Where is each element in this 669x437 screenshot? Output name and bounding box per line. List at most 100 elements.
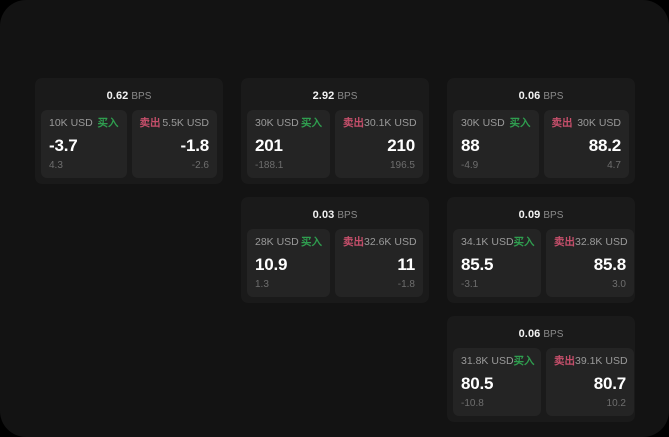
- bps-unit-label: BPS: [337, 91, 358, 102]
- quote-card[interactable]: 0.06 BPS 31.8K USD 买入 80.5 -10.8 卖出 39.1K USD 80…: [447, 316, 635, 422]
- sell-side-label: 卖出: [554, 235, 575, 248]
- buy-price: 10.9: [255, 254, 288, 274]
- bps-unit-label: BPS: [337, 210, 358, 221]
- quote-card[interactable]: 0.62 BPS 10K USD 买入 -3.7 4.3 卖出 5.5K USD -1.8 -2.…: [35, 78, 223, 184]
- sell-panel-header: 卖出 32.6K USD: [343, 235, 417, 248]
- bps-unit-label: BPS: [543, 210, 564, 221]
- buy-delta: 1.3: [255, 279, 269, 290]
- buy-size-label: 28K USD: [255, 235, 299, 248]
- buy-delta: 4.3: [49, 160, 63, 171]
- sell-side-label: 卖出: [139, 116, 161, 129]
- buy-price: 201: [255, 135, 283, 155]
- buy-side-label: 买入: [513, 235, 535, 248]
- buy-side-label: 买入: [513, 354, 535, 367]
- sell-panel[interactable]: 卖出 32.8K USD 85.8 3.0: [546, 229, 634, 297]
- sell-delta: 196.5: [389, 160, 415, 171]
- buy-side-label: 买入: [301, 235, 322, 248]
- bps-value: 0.06: [518, 328, 541, 340]
- buy-side-label: 买入: [509, 116, 531, 129]
- card-panels: 31.8K USD 买入 80.5 -10.8 卖出 39.1K USD 80.7 10.2: [453, 348, 634, 416]
- bps-value: 0.62: [106, 90, 129, 102]
- card-bps-header: 0.06 BPS: [453, 85, 629, 110]
- card-bps-header: 2.92 BPS: [247, 85, 423, 110]
- buy-delta: -3.1: [461, 279, 479, 290]
- buy-panel[interactable]: 10K USD 买入 -3.7 4.3: [41, 110, 127, 178]
- sell-panel-header: 卖出 5.5K USD: [140, 117, 210, 129]
- sell-price: 11: [397, 254, 415, 274]
- sell-panel[interactable]: 卖出 30K USD 88.2 4.7: [543, 110, 629, 178]
- buy-size-label: 30K USD: [461, 116, 505, 129]
- bps-value: 0.06: [518, 90, 541, 102]
- buy-panel[interactable]: 30K USD 买入 201 -188.1: [247, 110, 330, 178]
- quote-card[interactable]: 0.03 BPS 28K USD 买入 10.9 1.3 卖出 32.6K USD 11 -1.8: [241, 197, 429, 303]
- buy-panel-header: 34.1K USD 买入: [461, 235, 535, 248]
- card-bps-header: 0.62 BPS: [41, 85, 217, 110]
- buy-price: 85.5: [461, 254, 494, 274]
- buy-panel[interactable]: 30K USD 买入 88 -4.9: [453, 110, 539, 178]
- card-panels: 30K USD 买入 88 -4.9 卖出 30K USD 88.2 4.7: [453, 110, 629, 178]
- sell-delta: 10.2: [606, 398, 626, 409]
- sell-panel[interactable]: 卖出 30.1K USD 210 196.5: [335, 110, 423, 178]
- quote-card[interactable]: 0.09 BPS 34.1K USD 买入 85.5 -3.1 卖出 32.8K USD 85.…: [447, 197, 635, 303]
- sell-price: 88.2: [588, 135, 621, 155]
- sell-size-label: 5.5K USD: [162, 116, 209, 129]
- buy-panel[interactable]: 31.8K USD 买入 80.5 -10.8: [453, 348, 541, 416]
- buy-panel[interactable]: 34.1K USD 买入 85.5 -3.1: [453, 229, 541, 297]
- sell-price: -1.8: [180, 135, 210, 155]
- sell-delta: 4.7: [607, 160, 621, 171]
- sell-price: 85.8: [593, 254, 626, 274]
- quote-column-3: 0.06 BPS 30K USD 买入 88 -4.9 卖出 30K USD 88.2 4.7 0.…: [447, 78, 635, 422]
- card-bps-header: 0.09 BPS: [453, 204, 629, 229]
- card-panels: 30K USD 买入 201 -188.1 卖出 30.1K USD 210 196.5: [247, 110, 423, 178]
- sell-panel-header: 卖出 39.1K USD: [554, 354, 628, 367]
- sell-delta: -1.8: [397, 279, 415, 290]
- bps-unit-label: BPS: [131, 91, 152, 102]
- buy-size-label: 30K USD: [255, 116, 299, 129]
- buy-size-label: 34.1K USD: [461, 235, 514, 248]
- card-panels: 28K USD 买入 10.9 1.3 卖出 32.6K USD 11 -1.8: [247, 229, 423, 297]
- sell-panel[interactable]: 卖出 5.5K USD -1.8 -2.6: [131, 110, 217, 178]
- sell-side-label: 卖出: [551, 116, 573, 129]
- buy-panel-header: 31.8K USD 买入: [461, 354, 535, 367]
- quote-card[interactable]: 2.92 BPS 30K USD 买入 201 -188.1 卖出 30.1K USD 210 1…: [241, 78, 429, 184]
- buy-delta: -4.9: [461, 160, 479, 171]
- quote-column-2: 2.92 BPS 30K USD 买入 201 -188.1 卖出 30.1K USD 210 1…: [241, 78, 429, 303]
- buy-panel-header: 30K USD 买入: [255, 117, 322, 129]
- bps-value: 2.92: [312, 90, 335, 102]
- bps-unit-label: BPS: [543, 91, 564, 102]
- sell-side-label: 卖出: [343, 235, 364, 248]
- buy-delta: -188.1: [255, 160, 284, 171]
- card-panels: 34.1K USD 买入 85.5 -3.1 卖出 32.8K USD 85.8 3.0: [453, 229, 634, 297]
- bps-value: 0.03: [312, 209, 335, 221]
- quote-board: 0.62 BPS 10K USD 买入 -3.7 4.3 卖出 5.5K USD -1.8 -2.…: [35, 78, 635, 422]
- buy-panel-header: 28K USD 买入: [255, 236, 322, 248]
- sell-size-label: 32.8K USD: [575, 235, 628, 248]
- card-bps-header: 0.03 BPS: [247, 204, 423, 229]
- buy-size-label: 10K USD: [49, 116, 93, 129]
- sell-panel-header: 卖出 30.1K USD: [343, 116, 417, 129]
- bps-unit-label: BPS: [543, 329, 564, 340]
- buy-side-label: 买入: [301, 116, 322, 129]
- quote-card[interactable]: 0.06 BPS 30K USD 买入 88 -4.9 卖出 30K USD 88.2 4.7: [447, 78, 635, 184]
- sell-size-label: 32.6K USD: [364, 235, 417, 248]
- buy-panel-header: 30K USD 买入: [461, 117, 531, 129]
- sell-side-label: 卖出: [343, 116, 364, 129]
- buy-delta: -10.8: [461, 398, 484, 409]
- buy-side-label: 买入: [97, 116, 119, 129]
- sell-panel-header: 卖出 30K USD: [552, 117, 622, 129]
- sell-price: 210: [387, 135, 415, 155]
- buy-panel[interactable]: 28K USD 买入 10.9 1.3: [247, 229, 330, 297]
- sell-size-label: 30.1K USD: [364, 116, 417, 129]
- sell-size-label: 30K USD: [577, 116, 621, 129]
- sell-delta: 3.0: [612, 279, 626, 290]
- buy-price: 88: [461, 135, 480, 155]
- sell-delta: -2.6: [191, 160, 209, 171]
- sell-price: 80.7: [593, 373, 626, 393]
- sell-panel[interactable]: 卖出 39.1K USD 80.7 10.2: [546, 348, 634, 416]
- sell-panel[interactable]: 卖出 32.6K USD 11 -1.8: [335, 229, 423, 297]
- card-panels: 10K USD 买入 -3.7 4.3 卖出 5.5K USD -1.8 -2.6: [41, 110, 217, 178]
- card-bps-header: 0.06 BPS: [453, 323, 629, 348]
- sell-size-label: 39.1K USD: [575, 354, 628, 367]
- buy-panel-header: 10K USD 买入: [49, 117, 119, 129]
